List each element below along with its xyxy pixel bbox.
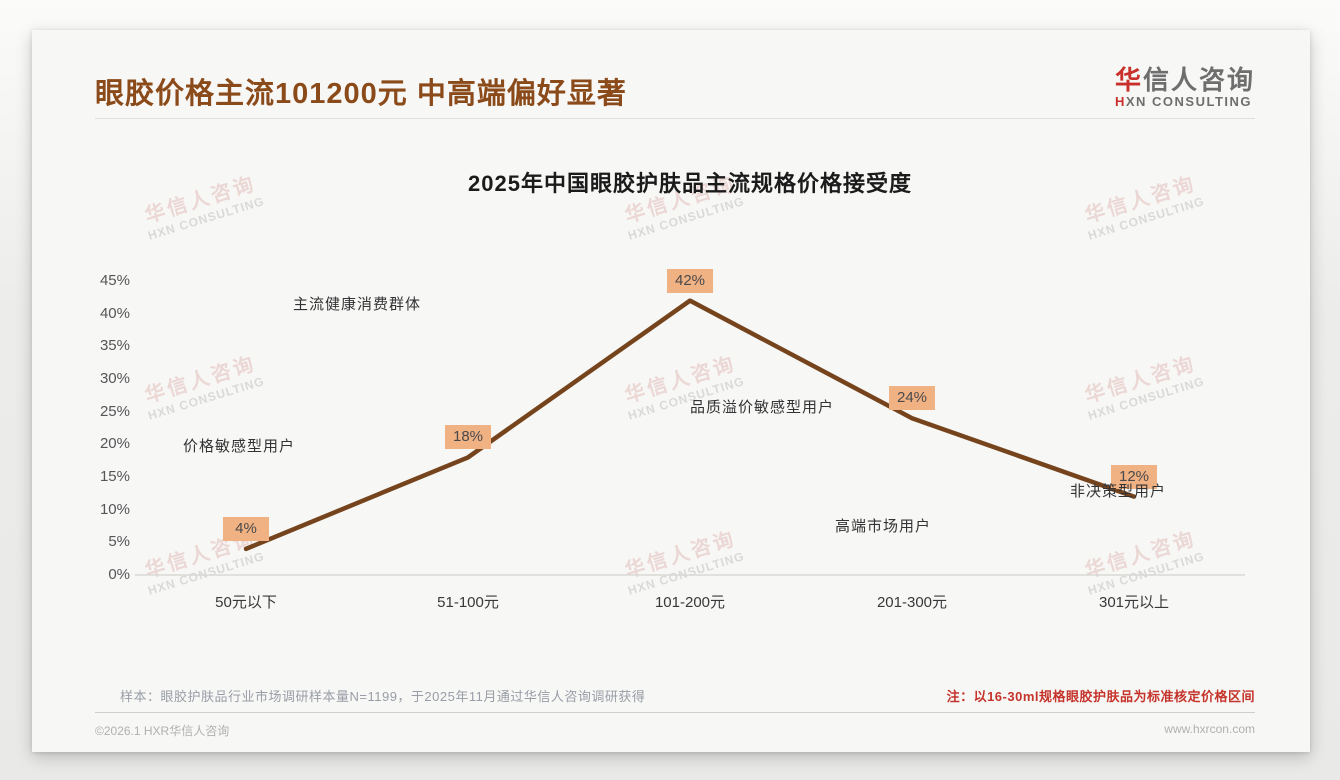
y-tick-label: 20% bbox=[99, 435, 130, 453]
x-axis-label: 50元以下 bbox=[215, 594, 277, 611]
y-tick-label: 35% bbox=[99, 337, 130, 355]
sample-note: 样本：眼胶护肤品行业市场调研样本量N=1199，于2025年11月通过华信人咨询… bbox=[120, 689, 646, 704]
x-axis-label: 201-300元 bbox=[876, 594, 948, 611]
annotation-label: 主流健康消费群体 bbox=[293, 296, 422, 313]
x-axis-label: 301元以上 bbox=[1098, 594, 1170, 611]
header-divider bbox=[95, 118, 1255, 119]
x-axis-label: 101-200元 bbox=[654, 594, 726, 611]
logo-chinese-name: 华信人咨询 bbox=[1114, 65, 1255, 95]
footer-divider bbox=[95, 712, 1255, 713]
company-logo: 华信人咨询 HXN CONSULTING bbox=[1115, 66, 1255, 110]
data-line bbox=[243, 298, 1137, 552]
y-tick-label: 0% bbox=[108, 566, 130, 583]
website-url: www.hxrcon.com bbox=[1164, 722, 1255, 736]
y-tick-label: 30% bbox=[99, 370, 130, 387]
annotation-label: 价格敏感型用户 bbox=[183, 438, 296, 455]
y-tick-label: 40% bbox=[99, 304, 130, 322]
price-range-note: 注：以16-30ml规格眼胶护肤品为标准核定价格区间 bbox=[946, 689, 1255, 704]
logo-english-name: HXN CONSULTING bbox=[1114, 94, 1253, 109]
copyright-text: ©2026.1 HXR华信人咨询 bbox=[95, 724, 230, 738]
data-point-label: 24% bbox=[889, 386, 935, 411]
annotation-label: 高端市场用户 bbox=[835, 518, 932, 535]
line-chart bbox=[135, 298, 1245, 576]
report-card: 眼胶价格主流101200元 中高端偏好显著 华信人咨询 HXN CONSULTI… bbox=[32, 30, 1310, 752]
annotation-label: 品质溢价敏感型用户 bbox=[690, 399, 835, 416]
y-tick-label: 45% bbox=[99, 272, 130, 289]
y-tick-label: 10% bbox=[99, 500, 130, 518]
chart-title: 2025年中国眼胶护肤品主流规格价格接受度 bbox=[468, 171, 912, 196]
y-tick-label: 5% bbox=[108, 533, 130, 551]
x-axis-label: 51-100元 bbox=[437, 594, 499, 611]
y-tick-label: 25% bbox=[99, 402, 130, 420]
data-point-label: 4% bbox=[223, 516, 269, 541]
data-point-label: 12% bbox=[1111, 464, 1157, 489]
page-title: 眼胶价格主流101200元 中高端偏好显著 bbox=[95, 78, 627, 110]
annotation-label: 非决策型用户 bbox=[1070, 483, 1167, 500]
y-tick-label: 15% bbox=[99, 468, 130, 485]
data-point-label: 18% bbox=[445, 425, 491, 450]
data-point-label: 42% bbox=[667, 268, 713, 293]
